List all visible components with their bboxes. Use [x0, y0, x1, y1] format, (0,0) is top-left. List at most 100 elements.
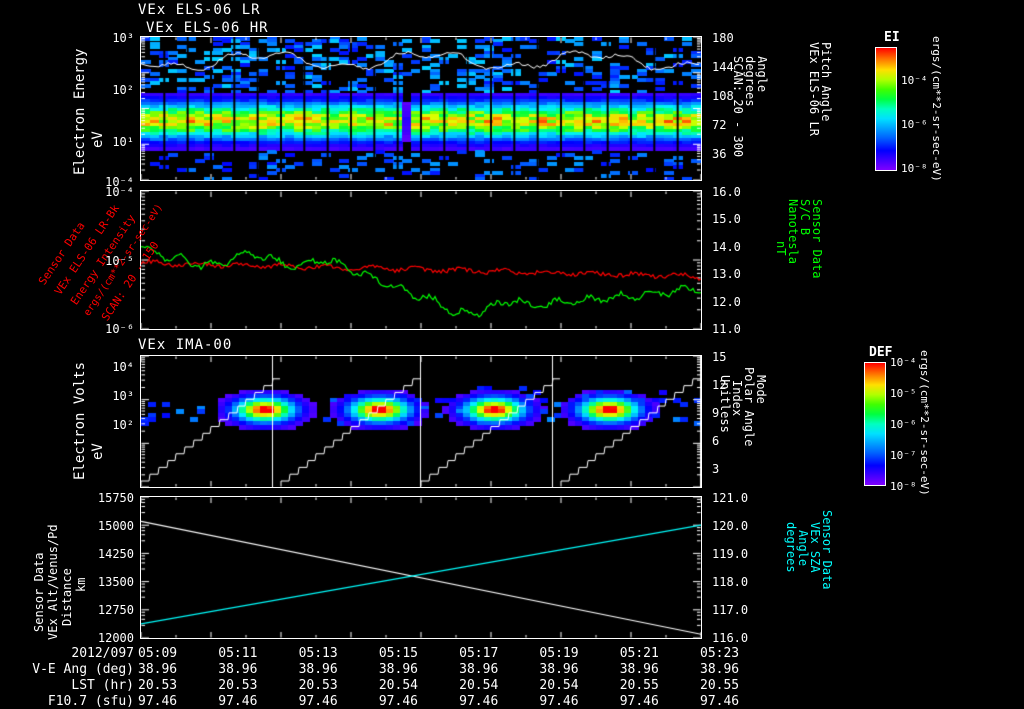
spectrogram-canvas-els — [141, 37, 701, 180]
panel1-rtick-2: 108 — [712, 89, 734, 103]
panel2-rtick-0: 16.0 — [712, 185, 741, 199]
footer-cell-1-4: 20.54 — [459, 678, 499, 693]
panel2-rtick-5: 11.0 — [712, 322, 741, 336]
footer-cell-0-4: 38.96 — [459, 662, 499, 677]
footer-cell-0-0: 38.96 — [138, 662, 178, 677]
panel4-left-label-quantity-source: VEx Alt/Venus/Pd — [46, 524, 60, 640]
footer-cell-1-5: 20.54 — [539, 678, 579, 693]
panel1-right-label-degrees: degrees — [743, 56, 757, 107]
footer-cell-0-1: 38.96 — [218, 662, 258, 677]
panel4-ytick-0: 15750 — [97, 491, 134, 505]
panel4-ytick-3: 13500 — [97, 575, 134, 589]
panel4-left-label-distance: Distance — [60, 568, 74, 626]
footer-time-1: 05:11 — [218, 646, 258, 661]
panel3-right-label-mode: Mode — [754, 375, 768, 404]
panel3-ytick-2: 10² — [112, 418, 134, 432]
panel3-colorbar — [864, 362, 886, 486]
panel3-cbtick-2: 10⁻⁶ — [890, 418, 917, 431]
footer-cell-1-3: 20.54 — [378, 678, 418, 693]
panel3-colorbar-units: ergs/(cm**2-sr-sec-eV) — [918, 350, 931, 496]
panel2-right-label-nt: nT — [774, 241, 788, 256]
panel1-y-axis-label: Electron Energy — [72, 48, 88, 175]
panel3-colorbar-title: DEF — [869, 345, 893, 360]
panel1-ytick-0: 10³ — [112, 31, 134, 45]
footer-cell-0-5: 38.96 — [539, 662, 579, 677]
panel1-colorbar-title: EI — [884, 30, 900, 45]
footer-cell-2-2: 97.46 — [298, 694, 338, 709]
footer-cell-0-6: 38.96 — [619, 662, 659, 677]
panel3-rtick-0: 15 — [712, 350, 727, 364]
panel1-right-label-pitch-angle: Pitch Angle — [819, 42, 833, 122]
lineplot-canvas-intensity-b — [141, 191, 701, 329]
footer-time-0: 05:09 — [138, 646, 178, 661]
panel-ion-spectrogram[interactable] — [140, 355, 702, 488]
panel2-rtick-3: 13.0 — [712, 267, 741, 281]
panel3-cbtick-1: 10⁻⁵ — [890, 387, 917, 400]
panel1-colorbar-units: ergs/(cm**2-sr-sec-eV) — [930, 36, 943, 182]
footer-cell-0-7: 38.96 — [700, 662, 740, 677]
panel1-colorbar — [875, 47, 897, 171]
panel1-cbtick-2: 10⁻⁸ — [901, 162, 928, 175]
footer-time-7: 05:23 — [700, 646, 740, 661]
panel3-right-label-index: Index — [730, 380, 744, 417]
footer-cell-2-1: 97.46 — [218, 694, 258, 709]
footer-cell-2-0: 97.46 — [138, 694, 178, 709]
footer-date-label: 2012/097 — [71, 646, 134, 661]
panel4-right-label-sensor-data: Sensor Data — [820, 510, 834, 590]
panel1-cbtick-0: 10⁻⁴ — [901, 74, 928, 87]
footer-time-6: 05:21 — [619, 646, 659, 661]
panel1-rtick-0: 180 — [712, 31, 734, 45]
panel1-right-label-angle: Angle — [755, 56, 769, 93]
panel2-ytick-0: 10⁻⁴ — [105, 185, 134, 199]
panel4-right-label-degrees: degrees — [784, 522, 798, 573]
panel1-title-lr: VEx ELS-06 LR — [138, 2, 261, 18]
panel4-rtick-5: 116.0 — [712, 631, 749, 645]
panel4-rtick-0: 121.0 — [712, 491, 749, 505]
panel2-right-label-sensor-data: Sensor Data — [810, 199, 824, 279]
panel4-right-label-sza: VEx SZA — [808, 522, 822, 573]
footer-time-3: 05:15 — [378, 646, 418, 661]
panel2-rtick-2: 14.0 — [712, 240, 741, 254]
panel4-ytick-4: 12750 — [97, 603, 134, 617]
footer-time-5: 05:19 — [539, 646, 579, 661]
footer-cell-1-6: 20.55 — [619, 678, 659, 693]
footer-cell-2-5: 97.46 — [539, 694, 579, 709]
panel3-rtick-2: 9 — [712, 406, 720, 420]
footer-cell-1-2: 20.53 — [298, 678, 338, 693]
panel3-right-label-polar-angle: Polar Angle — [742, 367, 756, 447]
panel3-cbtick-0: 10⁻⁴ — [890, 356, 917, 369]
panel1-ytick-2: 10¹ — [112, 135, 134, 149]
panel3-title: VEx IMA-00 — [138, 337, 233, 353]
panel1-rtick-4: 36 — [712, 147, 727, 161]
footer-cell-2-7: 97.46 — [700, 694, 740, 709]
footer-cell-0-3: 38.96 — [378, 662, 418, 677]
panel4-right-label-angle: Angle — [796, 530, 810, 567]
panel4-rtick-1: 120.0 — [712, 519, 749, 533]
panel4-rtick-2: 119.0 — [712, 547, 749, 561]
footer-cell-2-4: 97.46 — [459, 694, 499, 709]
panel2-rtick-1: 15.0 — [712, 212, 741, 226]
panel1-cbtick-1: 10⁻⁶ — [901, 118, 928, 131]
footer-row-label-2: F10.7 (sfu) — [47, 694, 134, 709]
footer-row-label-0: V-E Ang (deg) — [32, 662, 134, 677]
panel4-ytick-2: 14250 — [97, 547, 134, 561]
panel2-right-label-nanotesla: Nanotesla — [786, 199, 800, 265]
panel3-y-axis-label: Electron Volts — [72, 361, 88, 480]
footer-cell-1-0: 20.53 — [138, 678, 178, 693]
panel3-cbtick-4: 10⁻⁸ — [890, 480, 917, 493]
panel1-ytick-1: 10² — [112, 83, 134, 97]
footer-cell-1-7: 20.55 — [700, 678, 740, 693]
panel3-ytick-1: 10³ — [112, 389, 134, 403]
panel-electron-energy-spectrogram[interactable] — [140, 36, 702, 181]
panel2-right-label-sc-b: S/C B — [798, 199, 812, 236]
panel2-rtick-4: 12.0 — [712, 295, 741, 309]
footer-time-4: 05:17 — [459, 646, 499, 661]
footer-cell-1-1: 20.53 — [218, 678, 258, 693]
footer-cell-2-3: 97.46 — [378, 694, 418, 709]
panel-altitude-sza[interactable] — [140, 496, 702, 639]
panel-energy-intensity[interactable] — [140, 190, 702, 330]
footer-row-label-1: LST (hr) — [71, 678, 134, 693]
panel2-ytick-1: 10⁻⁵ — [105, 254, 134, 268]
spectrogram-canvas-ima — [141, 356, 701, 487]
panel1-rtick-3: 72 — [712, 118, 727, 132]
